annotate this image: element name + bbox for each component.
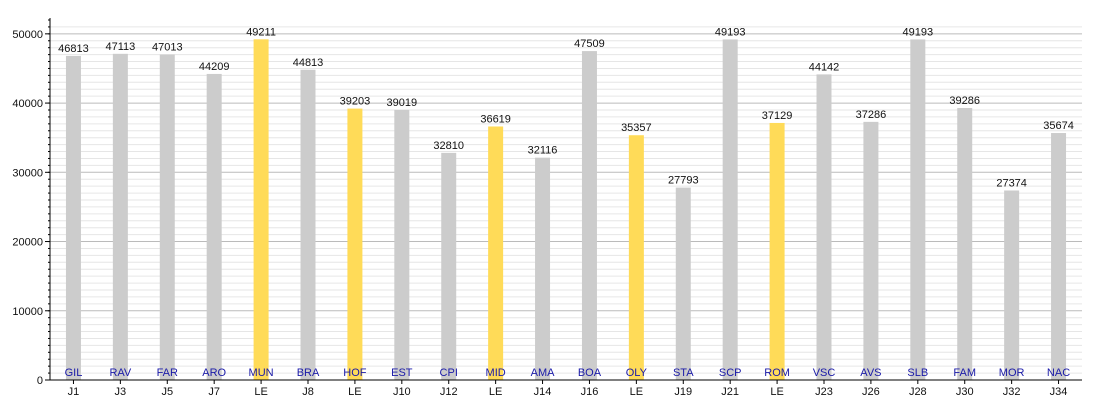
value-label: 47013 (152, 42, 183, 54)
value-label: 37286 (856, 109, 887, 121)
x-tick-label: J8 (302, 386, 314, 398)
team-label: ARO (202, 367, 226, 379)
x-tick-label: J3 (115, 386, 127, 398)
team-label: VSC (813, 367, 836, 379)
x-tick-label: J34 (1050, 386, 1068, 398)
x-tick-label: J16 (581, 386, 599, 398)
x-tick-label: J14 (534, 386, 552, 398)
value-label: 32810 (433, 140, 464, 152)
bar-j34-21 (1051, 133, 1067, 380)
x-tick-label: J21 (721, 386, 739, 398)
value-label: 49211 (246, 26, 276, 38)
team-label: MUN (249, 367, 274, 379)
bar-le-12 (628, 135, 644, 380)
team-label: STA (673, 367, 694, 379)
value-label: 39019 (387, 97, 418, 109)
bar-j19-13 (675, 187, 691, 380)
value-label: 47113 (105, 41, 135, 53)
x-tick-label: J1 (68, 386, 80, 398)
value-label: 37129 (762, 110, 793, 122)
bar-le-15 (769, 122, 785, 381)
x-tick-label: J26 (862, 386, 880, 398)
y-tick-label: 30000 (12, 167, 43, 179)
bar-j28-18 (910, 39, 926, 381)
team-label: EST (391, 367, 413, 379)
bar-j26-17 (863, 121, 879, 381)
bar-j30-19 (957, 108, 973, 381)
x-tick-label: J30 (956, 386, 974, 398)
x-tick-label: J23 (815, 386, 833, 398)
team-label: BRA (297, 367, 320, 379)
team-label: RAV (109, 367, 131, 379)
team-label: FAM (953, 367, 976, 379)
value-label: 44813 (293, 57, 324, 69)
x-tick-label: LE (770, 386, 783, 398)
x-tick-label: J12 (440, 386, 458, 398)
team-label: SCP (719, 367, 742, 379)
value-label: 27793 (668, 175, 699, 187)
x-tick-label: J7 (208, 386, 220, 398)
bar-j14-10 (535, 157, 551, 380)
x-tick-label: LE (630, 386, 643, 398)
team-label: SLB (907, 367, 928, 379)
value-label: 46813 (58, 43, 89, 55)
bar-le-4 (253, 39, 269, 380)
value-label: 27374 (996, 177, 1027, 189)
x-tick-label: J10 (393, 386, 411, 398)
x-tick-label: LE (489, 386, 502, 398)
value-label: 36619 (480, 113, 511, 125)
team-label: MOR (999, 367, 1025, 379)
bar-j10-7 (394, 109, 410, 380)
x-tick-label: J5 (161, 386, 173, 398)
bar-j21-14 (722, 39, 738, 381)
value-label: 47509 (574, 38, 605, 50)
team-label: HOF (343, 367, 367, 379)
team-label: GIL (65, 367, 83, 379)
x-tick-label: LE (254, 386, 267, 398)
value-label: 39286 (949, 95, 980, 107)
bar-j23-16 (816, 74, 832, 380)
team-label: MID (486, 367, 506, 379)
value-label: 49193 (903, 26, 934, 38)
bar-le-6 (347, 108, 363, 381)
bar-j32-20 (1004, 190, 1020, 380)
value-label: 39203 (340, 96, 371, 108)
team-label: NAC (1047, 367, 1070, 379)
bar-le-9 (488, 126, 504, 380)
x-tick-label: J19 (674, 386, 692, 398)
y-tick-label: 20000 (12, 237, 43, 249)
x-tick-label: J28 (909, 386, 927, 398)
y-tick-label: 0 (37, 375, 43, 387)
bar-j5-2 (159, 54, 175, 380)
value-label: 32116 (528, 145, 558, 157)
bar-j8-5 (300, 69, 316, 380)
bar-j3-1 (112, 53, 128, 381)
bar-j16-11 (581, 51, 597, 380)
y-tick-label: 40000 (12, 98, 43, 110)
value-label: 35674 (1043, 120, 1074, 132)
team-label: ROM (764, 367, 790, 379)
team-label: BOA (578, 367, 602, 379)
x-tick-label: J32 (1003, 386, 1021, 398)
y-tick-label: 50000 (12, 29, 43, 41)
bar-j7-3 (206, 73, 222, 381)
x-tick-label: LE (348, 386, 361, 398)
value-label: 44209 (199, 61, 230, 73)
value-label: 35357 (621, 122, 652, 134)
value-label: 44142 (809, 61, 840, 73)
bar-j12-8 (441, 152, 457, 380)
team-label: OLY (626, 367, 648, 379)
team-label: AVS (860, 367, 881, 379)
team-label: CPI (440, 367, 458, 379)
team-label: FAR (157, 367, 178, 379)
value-label: 49193 (715, 26, 746, 38)
team-label: AMA (531, 367, 556, 379)
y-tick-label: 10000 (12, 306, 43, 318)
bar-j1-0 (65, 55, 81, 380)
